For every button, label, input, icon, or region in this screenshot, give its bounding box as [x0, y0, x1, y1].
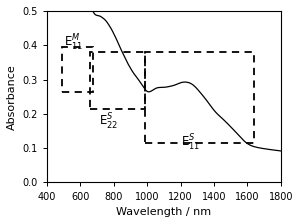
Text: E$^{S}_{11}$: E$^{S}_{11}$	[181, 133, 200, 153]
X-axis label: Wavelength / nm: Wavelength / nm	[116, 207, 212, 217]
Bar	[62, 47, 93, 92]
Text: E$^{M}_{11}$: E$^{M}_{11}$	[64, 33, 83, 53]
Y-axis label: Absorbance: Absorbance	[7, 64, 17, 129]
Bar	[146, 52, 254, 143]
Bar	[90, 52, 146, 109]
Text: E$^{S}_{22}$: E$^{S}_{22}$	[99, 112, 118, 132]
